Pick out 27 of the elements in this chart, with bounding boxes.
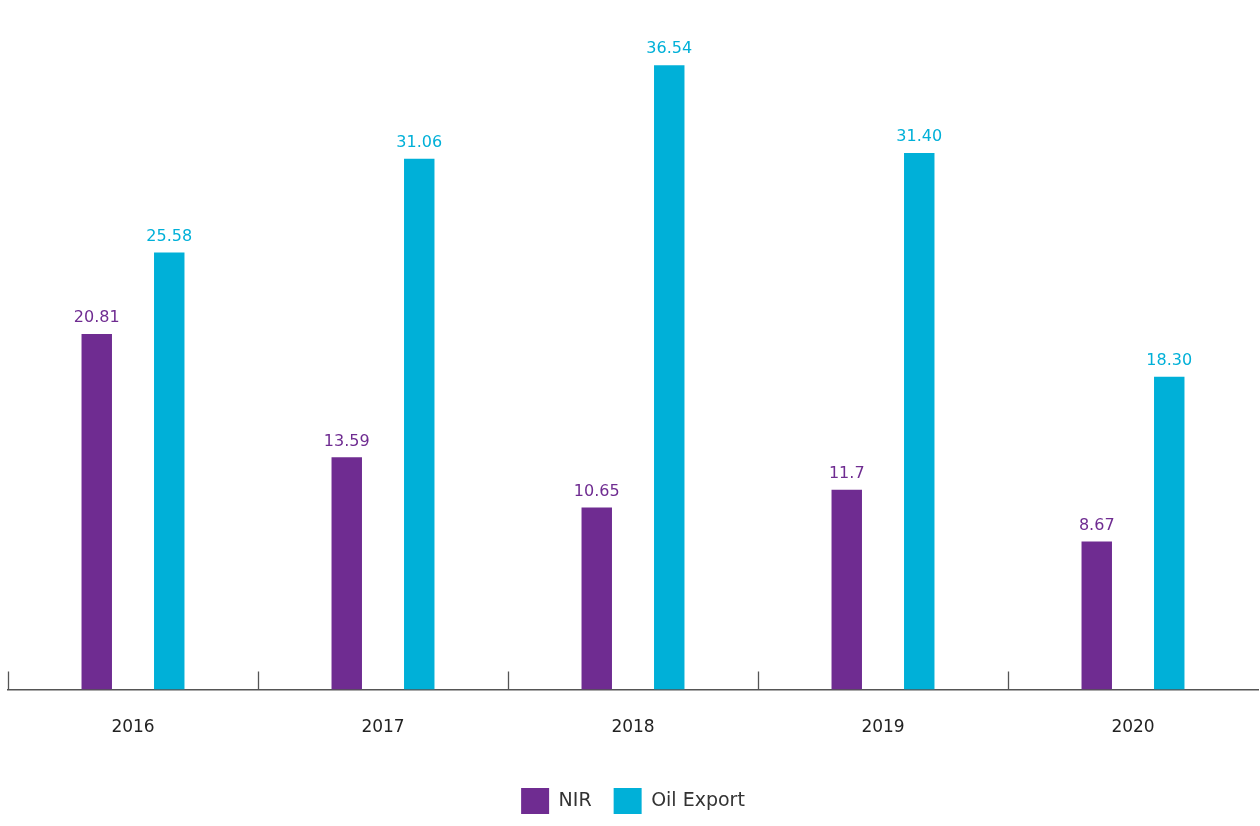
x-tick-label: 2016 [111, 716, 155, 737]
x-tick-label: 2019 [861, 716, 905, 737]
bar [654, 65, 685, 690]
legend-label: NIR [558, 787, 592, 810]
data-label: 10.65 [573, 480, 620, 500]
bar [1154, 376, 1185, 690]
bar [904, 152, 935, 690]
data-label: 31.06 [396, 131, 443, 151]
legend-label: Oil Export [651, 787, 745, 810]
data-label: 11.7 [828, 462, 865, 482]
bar [154, 252, 185, 690]
data-label: 20.81 [73, 307, 120, 327]
bar [81, 333, 112, 690]
data-label: 8.67 [1078, 514, 1115, 534]
data-label: 36.54 [646, 38, 693, 58]
bar [831, 489, 862, 690]
x-tick-label: 2020 [1111, 716, 1155, 737]
bar [331, 457, 362, 690]
x-tick-label: 2017 [361, 716, 405, 737]
bar [404, 158, 435, 690]
data-label: 13.59 [323, 430, 370, 450]
x-tick-label: 2018 [611, 716, 655, 737]
data-label: 25.58 [146, 225, 193, 245]
data-label: 31.40 [896, 126, 943, 146]
data-label: 18.30 [1146, 350, 1193, 370]
bar [581, 507, 612, 690]
bar [1081, 541, 1112, 690]
